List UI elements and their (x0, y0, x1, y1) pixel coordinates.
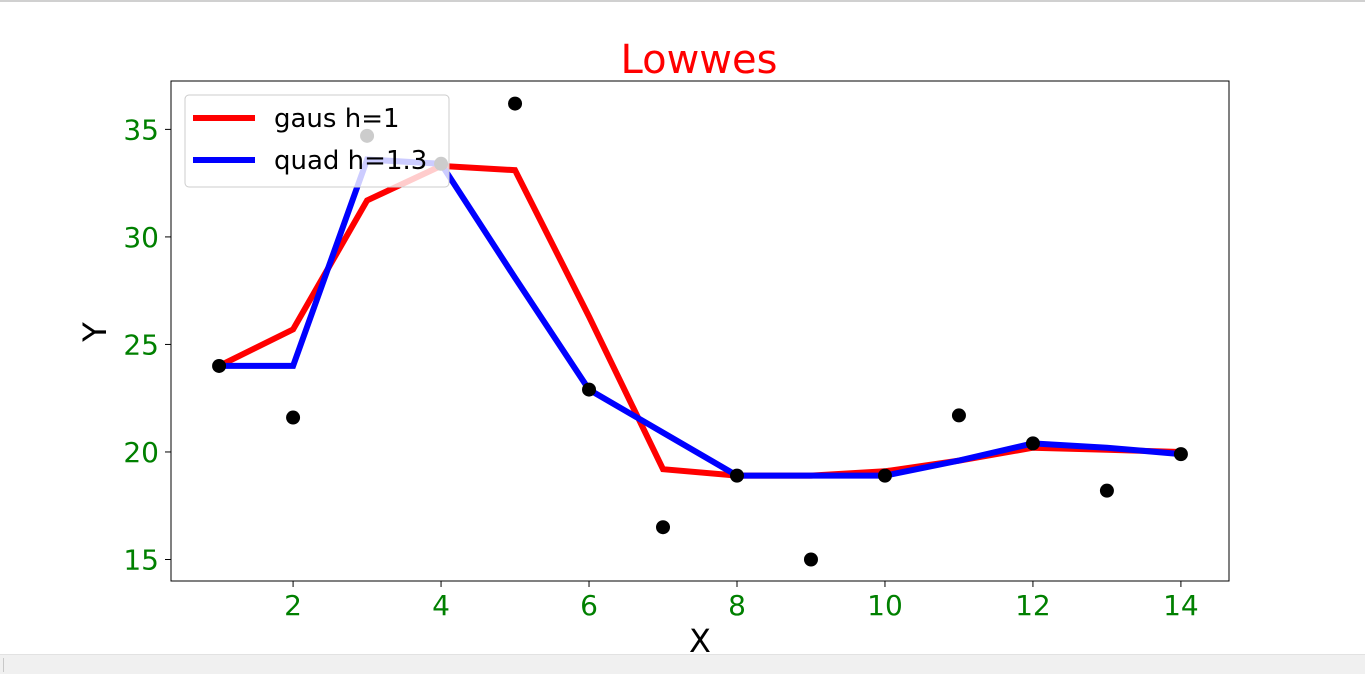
x-tick-label-14: 14 (1163, 589, 1199, 622)
plot-area (170, 80, 1230, 582)
x-tick-label-6: 6 (580, 589, 598, 622)
data-point-5 (508, 96, 523, 111)
y-tick-label-20: 20 (123, 436, 159, 469)
y-tick-label-30: 30 (123, 221, 159, 254)
scrollbar-edge (3, 658, 4, 672)
x-axis-label: X (689, 622, 711, 654)
data-point-1 (212, 358, 227, 373)
data-point-9 (803, 552, 818, 567)
data-point-7 (656, 520, 671, 535)
data-point-11 (951, 408, 966, 423)
data-point-12 (1025, 436, 1040, 451)
y-tick-label-35: 35 (123, 113, 159, 146)
bottom-scrollbar (0, 654, 1365, 674)
x-tick-label-2: 2 (284, 589, 302, 622)
lowess-chart: Lowwes 2 4 6 8 10 12 14 15 20 25 30 35 X Y gaus h=1… (76, 37, 1230, 654)
y-tick-label-25: 25 (123, 328, 159, 361)
x-tick-label-10: 10 (867, 589, 903, 622)
chart-title: Lowwes (621, 37, 778, 83)
data-point-8 (729, 468, 744, 483)
data-point-14 (1173, 447, 1188, 462)
top-border (0, 0, 1365, 2)
data-point-13 (1099, 483, 1114, 498)
legend-label-2: quad h=1.3 (274, 146, 427, 176)
x-tick-label-4: 4 (432, 589, 450, 622)
data-point-10 (877, 468, 892, 483)
data-point-6 (582, 382, 597, 397)
legend-label-1: gaus h=1 (274, 104, 400, 134)
y-tick-label-15: 15 (123, 543, 159, 576)
series-line-1 (217, 162, 1181, 479)
axis-ticks: 2 4 6 8 10 12 14 15 20 25 30 35 (123, 113, 1198, 622)
data-point-2 (286, 410, 301, 425)
y-axis-label: Y (76, 322, 114, 343)
legend: gaus h=1 quad h=1.3 (184, 94, 450, 188)
series-layer (217, 156, 1182, 479)
x-tick-label-12: 12 (1015, 589, 1051, 622)
x-tick-label-8: 8 (728, 589, 746, 622)
